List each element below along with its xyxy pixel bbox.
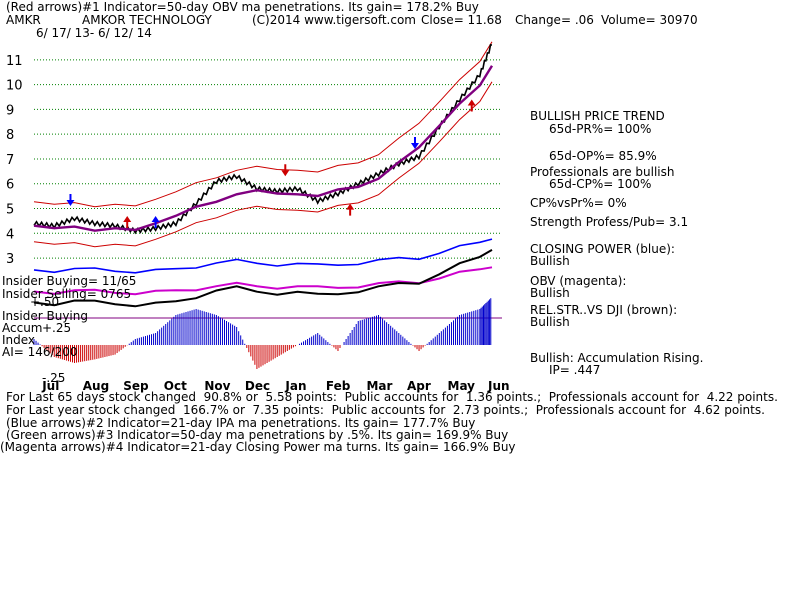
price-gridlines [34,59,502,259]
signal-arrows [66,99,476,228]
y-tick-8: 8 [6,128,14,143]
x-tick-sep: Sep [123,379,149,393]
y-tick-11: 11 [6,54,23,69]
accum-plus25: +.25 [42,321,72,335]
closing-power-line [33,238,493,274]
copyright: (C)2014 www.tigersoft.com [252,13,416,27]
footer-65d-line: For Last 65 days stock changed 90.8% or … [6,390,778,404]
relstr-status: Bullish [530,315,570,329]
x-tick-may: May [448,379,476,393]
trend-label: BULLISH PRICE TREND [530,109,665,123]
y-tick-7: 7 [6,153,14,168]
signal-arrow [66,194,75,207]
ip-value: IP= .447 [549,363,601,377]
accum-plus50: +.50 [30,295,60,309]
signal-arrow [346,203,355,216]
accumulation-histogram [33,298,502,369]
cp65-label: 65d-CP%= 100% [549,177,652,191]
footer-green-arrows: (Green arrows)#3 Indicator=50-day ma pen… [6,428,509,442]
x-tick-nov: Nov [204,379,230,393]
op65-label: 65d-OP%= 85.9% [549,149,657,163]
signal-arrow [281,164,290,177]
x-tick-jul: Jul [41,379,59,393]
pr65-label: 65d-PR%= 100% [549,122,652,136]
signal-arrow [123,215,132,228]
upper-band [33,41,493,208]
x-tick-feb: Feb [326,379,351,393]
price-axis-labels: 3 4 5 6 7 8 9 10 11 [6,54,23,267]
relstr-label: REL.STR..VS DJI (brown): [530,303,678,317]
obv-label: OBV (magenta): [530,274,627,288]
y-tick-5: 5 [6,203,14,218]
closing-power-status: Bullish [530,254,570,268]
ai-value: AI= 146/200 [2,345,78,359]
company-name: AMKOR TECHNOLOGY [82,13,212,27]
insider-buying: Insider Buying= 11/65 [2,274,137,288]
index-label: Index [2,333,36,347]
y-tick-9: 9 [6,103,14,118]
moving-average [33,65,494,232]
y-tick-10: 10 [6,79,23,94]
cpvspr-label: CP%vsPr%= 0% [530,196,627,210]
accum-minus25: -.25 [42,371,66,385]
signal-arrow [410,137,419,150]
insider-buying-2: Insider Buying [2,309,88,323]
price-series [33,44,494,235]
ticker: AMKR [6,13,41,27]
price-bands [33,41,493,248]
price-change: Change= .06 [515,13,594,27]
price-line [33,44,493,235]
month-axis-labels: Jul Aug Sep Oct Nov Dec Jan Feb Mar Apr May Jun [41,379,509,393]
x-tick-dec: Dec [245,379,270,393]
insider-selling: Insider Selling= 0765 [2,287,132,301]
lower-band [33,81,493,248]
header-signal-line: (Red arrows)#1 Indicator=50-day OBV ma p… [6,0,479,14]
close-price: Close= 11.68 [421,13,502,27]
y-tick-3: 3 [6,252,14,267]
footer-year-line: For Last year stock changed 166.7% or 7.… [6,403,765,417]
signal-arrow [467,99,476,112]
x-tick-apr: Apr [407,379,431,393]
x-tick-jan: Jan [284,379,306,393]
footer-magenta-arrows: (Magenta arrows)#4 Indicator=21-day Clos… [0,440,516,454]
obv-status: Bullish [530,286,570,300]
date-range: 6/ 17/ 13- 6/ 12/ 14 [36,26,152,40]
closing-power-label: CLOSING POWER (blue): [530,242,675,256]
relstr-line [33,249,493,308]
footer-blue-arrows: (Blue arrows)#2 Indicator=21-day IPA ma … [6,416,476,430]
indicator-lines [33,238,493,308]
signal-arrow [151,215,160,228]
y-tick-4: 4 [6,227,14,242]
strength-label: Strength Profess/Pub= 3.1 [530,215,689,229]
y-tick-6: 6 [6,178,14,193]
x-tick-oct: Oct [164,379,187,393]
x-tick-mar: Mar [366,379,392,393]
x-tick-aug: Aug [83,379,109,393]
accum-label: Accum [2,321,43,335]
volume: Volume= 30970 [601,13,698,27]
accum-status: Bullish: Accumulation Rising. [530,351,704,365]
professionals-label: Professionals are bullish [530,165,675,179]
x-tick-jun: Jun [487,379,510,393]
